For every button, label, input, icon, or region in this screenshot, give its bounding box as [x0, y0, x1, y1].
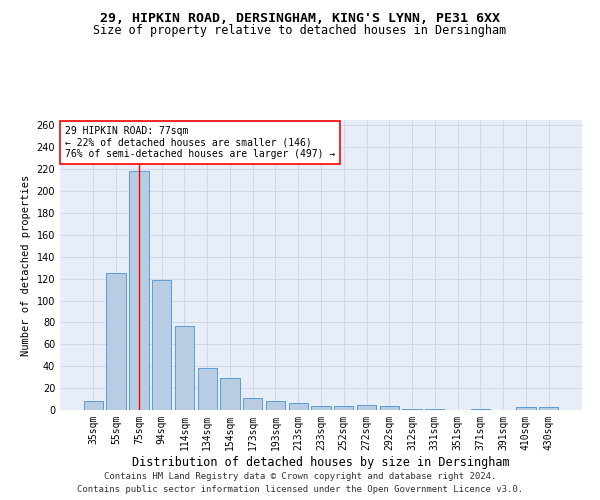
- Bar: [357, 404, 376, 410]
- Bar: [129, 172, 149, 410]
- Bar: [84, 401, 103, 410]
- Bar: [175, 326, 194, 410]
- Bar: [470, 409, 490, 410]
- Bar: [266, 401, 285, 410]
- Bar: [106, 273, 126, 410]
- Bar: [197, 368, 217, 410]
- Bar: [539, 406, 558, 410]
- Bar: [425, 409, 445, 410]
- Y-axis label: Number of detached properties: Number of detached properties: [21, 174, 31, 356]
- Bar: [243, 398, 262, 410]
- Bar: [334, 406, 353, 410]
- Text: 29 HIPKIN ROAD: 77sqm
← 22% of detached houses are smaller (146)
76% of semi-det: 29 HIPKIN ROAD: 77sqm ← 22% of detached …: [65, 126, 335, 159]
- Text: Contains HM Land Registry data © Crown copyright and database right 2024.: Contains HM Land Registry data © Crown c…: [104, 472, 496, 481]
- Text: Size of property relative to detached houses in Dersingham: Size of property relative to detached ho…: [94, 24, 506, 37]
- Bar: [152, 280, 172, 410]
- Bar: [289, 404, 308, 410]
- Text: Contains public sector information licensed under the Open Government Licence v3: Contains public sector information licen…: [77, 485, 523, 494]
- X-axis label: Distribution of detached houses by size in Dersingham: Distribution of detached houses by size …: [132, 456, 510, 468]
- Text: 29, HIPKIN ROAD, DERSINGHAM, KING'S LYNN, PE31 6XX: 29, HIPKIN ROAD, DERSINGHAM, KING'S LYNN…: [100, 12, 500, 26]
- Bar: [403, 409, 422, 410]
- Bar: [516, 406, 536, 410]
- Bar: [220, 378, 239, 410]
- Bar: [311, 406, 331, 410]
- Bar: [380, 406, 399, 410]
